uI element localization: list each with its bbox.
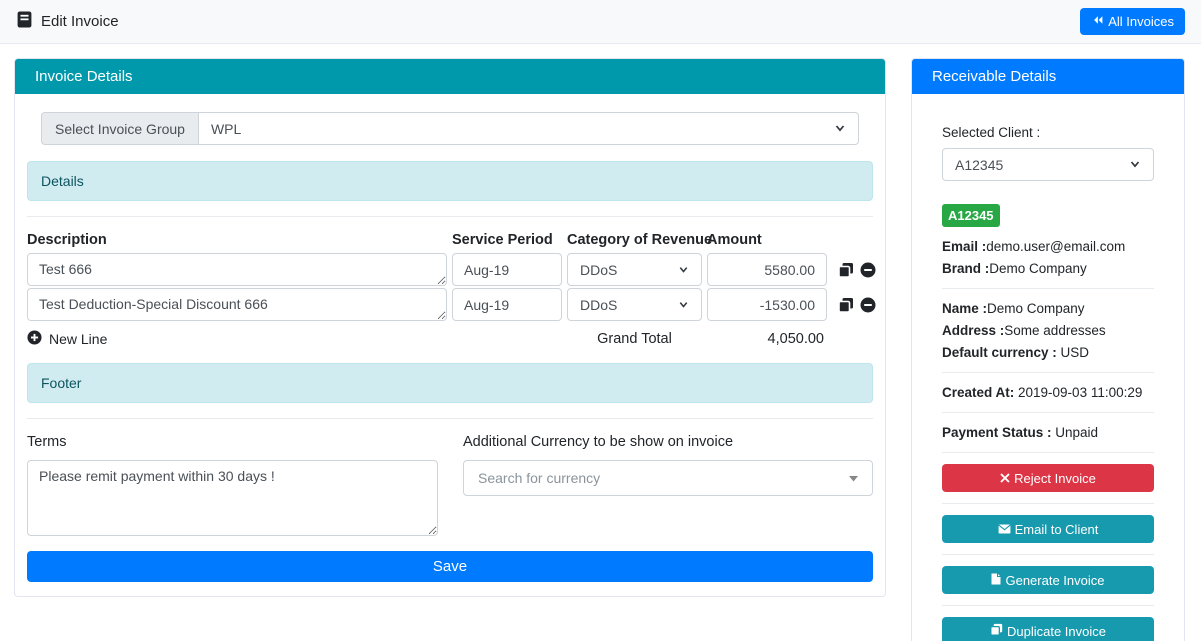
receivable-details-header: Receivable Details <box>912 59 1184 94</box>
client-email-line: Email :demo.user@email.com <box>942 239 1126 254</box>
divider <box>942 452 1154 453</box>
x-icon <box>1000 471 1010 486</box>
line-items-header-row: Description Service Period Category of R… <box>27 232 873 248</box>
footer-section-bar: Footer <box>27 363 873 403</box>
line-item-row: Test Deduction-Special Discount 666 DDoS <box>27 288 876 321</box>
copy-icon <box>838 297 854 316</box>
chevron-down-icon <box>1129 157 1141 173</box>
terms-label: Terms <box>27 434 67 450</box>
grand-total-label: Grand Total <box>597 331 672 347</box>
invoice-details-panel: Invoice Details Select Invoice Group WPL… <box>14 58 886 597</box>
chevron-down-icon <box>834 121 846 137</box>
page-title-text: Edit Invoice <box>41 13 119 30</box>
details-section-bar: Details <box>27 161 873 201</box>
selected-client-label: Selected Client : <box>942 125 1041 140</box>
copy-icon <box>838 262 854 281</box>
duplicate-line-button[interactable] <box>838 262 854 278</box>
col-header-description: Description <box>27 232 107 248</box>
divider <box>942 288 1154 289</box>
invoice-group-select[interactable]: WPL <box>197 112 859 145</box>
copy-icon <box>990 623 1003 639</box>
remove-line-button[interactable] <box>860 262 876 278</box>
new-line-button[interactable]: New Line <box>27 330 107 348</box>
divider <box>942 412 1154 413</box>
file-icon <box>991 573 1001 588</box>
double-left-arrows-icon <box>1091 14 1104 29</box>
invoice-details-header: Invoice Details <box>15 59 885 94</box>
terms-input[interactable]: Please remit payment within 30 days ! <box>27 460 438 536</box>
line-item-row: Test 666 DDoS <box>27 253 876 286</box>
service-period-input[interactable] <box>452 253 562 286</box>
created-at-line: Created At: 2019-09-03 11:00:29 <box>942 385 1143 400</box>
service-period-input[interactable] <box>452 288 562 321</box>
minus-circle-icon <box>860 297 876 316</box>
client-address-line: Address :Some addresses <box>942 323 1106 338</box>
chevron-down-icon <box>678 262 689 278</box>
receivable-details-panel: Receivable Details Selected Client : A12… <box>911 58 1185 641</box>
divider <box>942 605 1154 606</box>
description-input[interactable]: Test Deduction-Special Discount 666 <box>27 288 447 321</box>
totals-row: New Line Grand Total 4,050.00 <box>27 330 873 348</box>
divider <box>27 418 873 419</box>
page-title: Edit Invoice <box>16 11 119 32</box>
minus-circle-icon <box>860 262 876 281</box>
category-select[interactable]: DDoS <box>567 288 702 321</box>
divider <box>27 216 873 217</box>
duplicate-invoice-button[interactable]: Duplicate Invoice <box>942 617 1154 641</box>
client-brand-line: Brand :Demo Company <box>942 261 1087 276</box>
additional-currency-label: Additional Currency to be show on invoic… <box>463 434 734 450</box>
duplicate-line-button[interactable] <box>838 297 854 313</box>
divider <box>942 372 1154 373</box>
topbar: Edit Invoice All Invoices <box>0 0 1201 44</box>
caret-down-icon <box>849 469 858 487</box>
invoice-group-row: Select Invoice Group WPL <box>41 112 859 145</box>
envelope-icon <box>997 522 1011 537</box>
divider <box>942 554 1154 555</box>
payment-status-line: Payment Status : Unpaid <box>942 425 1099 440</box>
col-header-service-period: Service Period <box>452 232 553 248</box>
client-name-line: Name :Demo Company <box>942 301 1085 316</box>
save-button[interactable]: Save <box>27 551 873 582</box>
grand-total-value: 4,050.00 <box>767 331 824 347</box>
col-header-amount: Amount <box>707 232 762 248</box>
col-header-category: Category of Revenue <box>567 232 713 248</box>
divider <box>942 503 1154 504</box>
client-id-badge: A12345 <box>942 204 1000 227</box>
chevron-down-icon <box>678 297 689 313</box>
currency-search-select[interactable]: Search for currency <box>463 460 873 496</box>
client-select[interactable]: A12345 <box>942 148 1154 181</box>
currency-placeholder: Search for currency <box>478 470 601 486</box>
description-input[interactable]: Test 666 <box>27 253 447 286</box>
main-content: Invoice Details Select Invoice Group WPL… <box>0 44 1201 641</box>
generate-invoice-button[interactable]: Generate Invoice <box>942 566 1154 594</box>
category-select[interactable]: DDoS <box>567 253 702 286</box>
amount-input[interactable] <box>707 288 827 321</box>
plus-circle-icon <box>27 330 42 348</box>
journal-icon <box>16 11 33 32</box>
reject-invoice-button[interactable]: Reject Invoice <box>942 464 1154 492</box>
remove-line-button[interactable] <box>860 297 876 313</box>
all-invoices-button[interactable]: All Invoices <box>1080 8 1185 35</box>
amount-input[interactable] <box>707 253 827 286</box>
invoice-group-label: Select Invoice Group <box>41 112 198 145</box>
client-default-currency-line: Default currency : USD <box>942 345 1090 360</box>
email-to-client-button[interactable]: Email to Client <box>942 515 1154 543</box>
